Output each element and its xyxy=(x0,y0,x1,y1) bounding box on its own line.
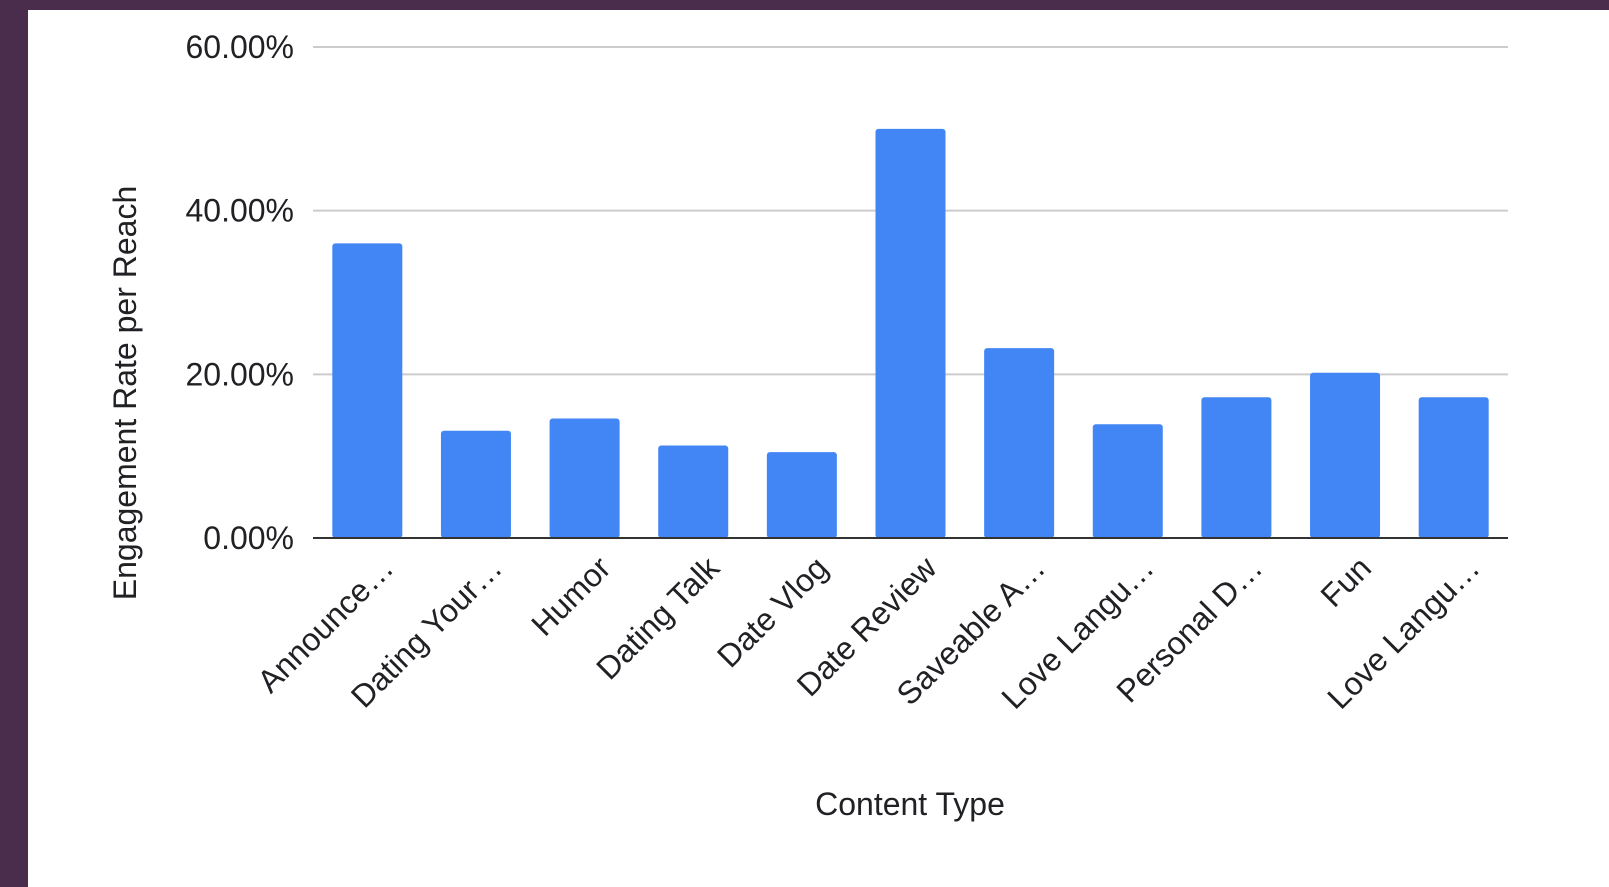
bars xyxy=(332,128,1489,538)
y-axis-ticks: 0.00% 20.00% 40.00% 60.00% xyxy=(185,29,294,556)
y-tick-label: 40.00% xyxy=(185,193,294,229)
bar xyxy=(549,418,620,538)
bar xyxy=(658,445,729,538)
x-tick-label: Fun xyxy=(1314,549,1378,613)
bar xyxy=(984,348,1055,538)
bar xyxy=(1418,397,1489,538)
bar xyxy=(1092,424,1163,538)
x-axis-title: Content Type xyxy=(815,786,1005,822)
bar xyxy=(1201,397,1272,538)
x-tick-label: Humor xyxy=(524,549,618,643)
bar xyxy=(875,128,946,538)
bar xyxy=(332,243,403,538)
y-tick-label: 0.00% xyxy=(203,520,294,556)
bar xyxy=(440,430,511,538)
chart-frame: 0.00% 20.00% 40.00% 60.00% Announce… Dating … xyxy=(28,10,1609,887)
bar xyxy=(766,452,837,538)
y-tick-label: 60.00% xyxy=(185,29,294,65)
y-tick-label: 20.00% xyxy=(185,356,294,392)
bar-chart: 0.00% 20.00% 40.00% 60.00% Announce…Dating … xyxy=(107,29,1508,822)
bar xyxy=(1310,372,1381,538)
y-axis-title: Engagement Rate per Reach xyxy=(107,186,143,600)
